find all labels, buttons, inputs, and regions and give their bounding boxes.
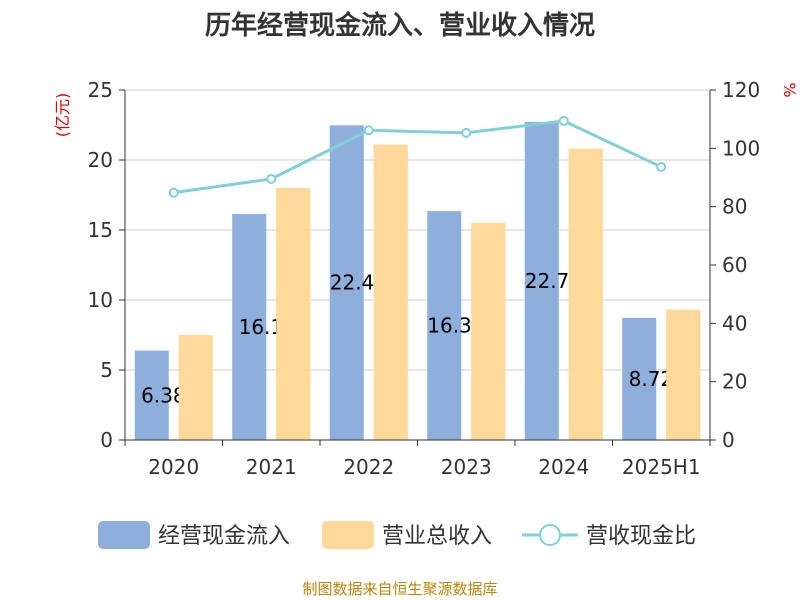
ratio-line-point[interactable] xyxy=(168,187,179,198)
legend-label-ratio: 营收现金比 xyxy=(586,524,696,549)
right-axis-tick-label: 60 xyxy=(722,253,747,277)
right-axis-tick-label: 120 xyxy=(722,78,760,102)
left-axis-tick-label: 15 xyxy=(88,218,113,242)
bar-total-revenue-overlay xyxy=(471,223,506,440)
legend: 经营现金流入 营业总收入 营收现金比 xyxy=(98,521,696,549)
bar-operating-cash-inflow[interactable] xyxy=(134,350,169,440)
right-axis-label: % xyxy=(780,82,799,97)
ratio-line-point[interactable] xyxy=(558,115,569,126)
bar-operating-cash-inflow[interactable] xyxy=(427,211,462,440)
bar-total-revenue-overlay xyxy=(178,335,213,440)
x-axis-tick-label: 2021 xyxy=(246,455,297,479)
left-axis-tick-label: 10 xyxy=(88,288,113,312)
right-axis-tick-label: 80 xyxy=(722,195,747,219)
bar-operating-cash-inflow[interactable] xyxy=(622,317,657,440)
left-axis-tick-label: 25 xyxy=(88,78,113,102)
x-axis-tick-label: 2020 xyxy=(148,455,199,479)
ratio-line-point[interactable] xyxy=(656,162,667,172)
bar-total-revenue-overlay xyxy=(373,144,408,440)
left-axis-tick-label: 5 xyxy=(100,358,113,382)
left-axis-tick-label: 0 xyxy=(100,428,113,452)
left-axis-tick-label: 20 xyxy=(88,148,113,172)
ratio-line-point[interactable] xyxy=(363,125,374,136)
source-note: 制图数据来自恒生聚源数据库 xyxy=(302,580,497,598)
legend-swatch-ratio-marker xyxy=(539,524,561,546)
legend-swatch-operating-cash-inflow xyxy=(98,521,150,549)
ratio-line xyxy=(168,115,667,198)
bar-total-revenue-overlay xyxy=(568,148,603,441)
bar-operating-cash-inflow[interactable] xyxy=(329,125,364,440)
ratio-line-path xyxy=(173,119,662,195)
right-axis-tick-label: 40 xyxy=(722,311,747,335)
bars xyxy=(134,121,701,441)
right-axis-tick-label: 100 xyxy=(722,136,760,160)
ratio-line-point[interactable] xyxy=(266,173,277,184)
bar-total-revenue-overlay xyxy=(276,188,311,440)
bar-total-revenue-overlay xyxy=(666,309,701,440)
bar-operating-cash-inflow[interactable] xyxy=(232,214,267,440)
ratio-line-point[interactable] xyxy=(461,127,472,138)
right-axis-tick-label: 20 xyxy=(722,370,747,394)
x-axis-tick-label: 2025H1 xyxy=(622,455,701,479)
bar-operating-cash-inflow[interactable] xyxy=(524,121,559,441)
gridlines xyxy=(125,89,710,371)
legend-label-operating-cash-inflow: 经营现金流入 xyxy=(158,524,290,549)
legend-label-total-revenue: 营业总收入 xyxy=(382,524,492,549)
legend-swatch-total-revenue xyxy=(322,521,374,549)
x-axis-tick-label: 2024 xyxy=(538,455,589,479)
right-axis-tick-label: 0 xyxy=(722,428,735,452)
chart-title: 历年经营现金流入、营业收入情况 xyxy=(205,10,595,41)
x-axis-tick-label: 2022 xyxy=(343,455,394,479)
axes: 0 5 10 15 20 25 0 20 40 60 80 100 120 2020 2021 2022 202… xyxy=(88,78,761,479)
left-axis-label: (亿元) xyxy=(53,93,72,138)
x-axis-tick-label: 2023 xyxy=(441,455,492,479)
